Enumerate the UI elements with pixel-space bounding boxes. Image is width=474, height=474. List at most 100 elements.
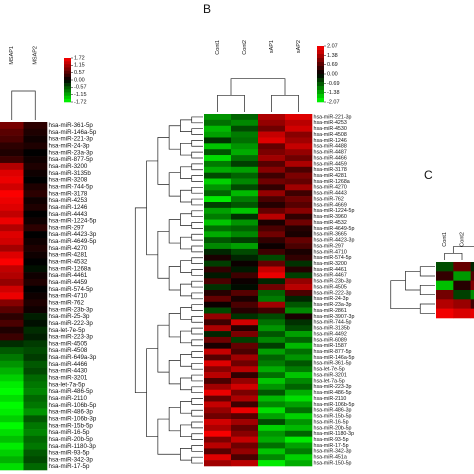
heatmap-cell <box>204 413 232 420</box>
colorbar-tick-label: 0.69 <box>327 62 338 68</box>
row-label: hsa-miR-17-5p <box>49 463 90 470</box>
heatmap-cell <box>285 348 313 355</box>
heatmap-cell <box>0 347 24 355</box>
heatmap-cell <box>0 429 24 437</box>
row-label: hsa-miR-1587 <box>314 343 347 349</box>
colorbar-step <box>64 76 71 81</box>
row-label: hsa-miR-574-5p <box>314 255 352 261</box>
heatmap-cell <box>23 251 48 259</box>
row-label: hsa-miR-4710 <box>49 293 88 300</box>
heatmap-cell <box>204 401 232 408</box>
row-label: hsa-miR-23a-3p <box>314 302 352 308</box>
row-label: hsa-miR-3178 <box>49 190 88 197</box>
colorbar-tick-label: 0.00 <box>327 71 338 77</box>
heatmap-cell <box>204 424 232 432</box>
dendrogram-branch <box>191 386 203 394</box>
heatmap-cell <box>23 292 48 300</box>
heatmap-cell <box>23 122 48 130</box>
dendrogram-branch <box>191 374 203 382</box>
heatmap-cell <box>231 336 259 344</box>
heatmap-cell <box>231 413 259 420</box>
heatmap-cell <box>258 331 286 338</box>
row-label: hsa-miR-4508 <box>49 347 88 354</box>
colorbar-tick-label: -1.15 <box>74 92 87 98</box>
heatmap-cell <box>285 160 313 168</box>
heatmap-cell <box>258 237 286 244</box>
heatmap-cell <box>204 207 232 215</box>
dendrogram-branch <box>191 210 203 218</box>
heatmap-cell <box>258 430 286 437</box>
heatmap-cell <box>23 217 48 225</box>
dendrogram-branch <box>180 142 192 156</box>
heatmap-cell <box>0 217 24 225</box>
row-label: hsa-miR-486-3p <box>49 409 94 416</box>
heatmap-cell <box>23 456 48 464</box>
heatmap-cell <box>258 119 286 127</box>
heatmap-cell <box>231 348 259 355</box>
heatmap-cell <box>0 374 24 382</box>
heatmap-panel: C Cont1 Cont2 <box>390 168 474 319</box>
row-label: hsa-miR-4466 <box>49 361 88 368</box>
heatmap-cell <box>23 190 48 198</box>
dendrogram-branch <box>191 421 203 429</box>
heatmap-cell <box>231 149 259 156</box>
heatmap-cell <box>453 280 471 291</box>
heatmap-cell <box>23 285 48 293</box>
heatmap-cell <box>285 295 313 303</box>
row-label: hsa-miR-361-5p <box>49 122 94 129</box>
colorbar-step <box>317 98 324 103</box>
heatmap-cell <box>285 178 313 185</box>
heatmap-cell <box>0 272 24 280</box>
heatmap-cell <box>204 354 232 361</box>
heatmap-cell <box>0 408 24 416</box>
heatmap-cell <box>231 172 259 179</box>
colorbar-tick-label: 1.72 <box>74 55 85 61</box>
heatmap-cell <box>0 278 24 287</box>
heatmap-cell <box>204 114 232 121</box>
heatmap-cell <box>23 449 48 457</box>
heatmap-cell <box>258 460 286 467</box>
heatmap-cell <box>470 262 474 272</box>
heatmap-cell <box>231 190 259 197</box>
heatmap-cell <box>231 460 259 467</box>
column-label: Cont2 <box>459 232 465 247</box>
colorbar-step <box>64 89 71 93</box>
heatmap-cell <box>0 401 24 409</box>
colorbar-tick-label: -0.57 <box>74 85 87 91</box>
dendrogram-branch <box>191 445 203 452</box>
heatmap-cell <box>204 342 232 349</box>
heatmap-cell <box>231 407 259 414</box>
heatmap-cell <box>258 137 286 144</box>
dendrogram-branch <box>168 360 181 385</box>
row-label: hsa-miR-3201 <box>314 372 347 378</box>
heatmap-cell <box>258 284 286 291</box>
dendrogram-branch <box>146 160 158 256</box>
dendrogram-branch <box>191 151 203 159</box>
heatmap-cell <box>23 394 48 403</box>
row-label: hsa-miR-1246 <box>314 138 347 144</box>
heatmap-cell <box>258 424 286 432</box>
dendrogram-branch <box>180 283 192 297</box>
heatmap-cell <box>285 413 313 420</box>
heatmap-cell <box>258 231 286 238</box>
heatmap-cell <box>285 307 313 314</box>
dendrogram-branch <box>180 448 192 461</box>
heatmap-cell <box>285 202 313 209</box>
heatmap-cell <box>231 284 259 291</box>
heatmap-cell <box>0 299 24 307</box>
heatmap-cell <box>285 243 313 250</box>
heatmap-cell <box>0 456 24 464</box>
heatmap-cell <box>23 224 48 232</box>
dendrogram-branch <box>157 324 170 373</box>
heatmap-cell <box>258 125 286 132</box>
heatmap-cell <box>470 308 474 319</box>
heatmap-cell <box>231 202 259 209</box>
colorbar-step <box>317 70 324 75</box>
heatmap-cell <box>258 260 286 267</box>
heatmap-cell <box>231 424 259 432</box>
panel-label: C <box>424 168 433 182</box>
column-label: MSAP1 <box>9 46 15 65</box>
heatmap-cell <box>204 331 232 338</box>
row-label: hsa-miR-221-3p <box>314 114 352 120</box>
heatmap-cell <box>453 262 471 272</box>
